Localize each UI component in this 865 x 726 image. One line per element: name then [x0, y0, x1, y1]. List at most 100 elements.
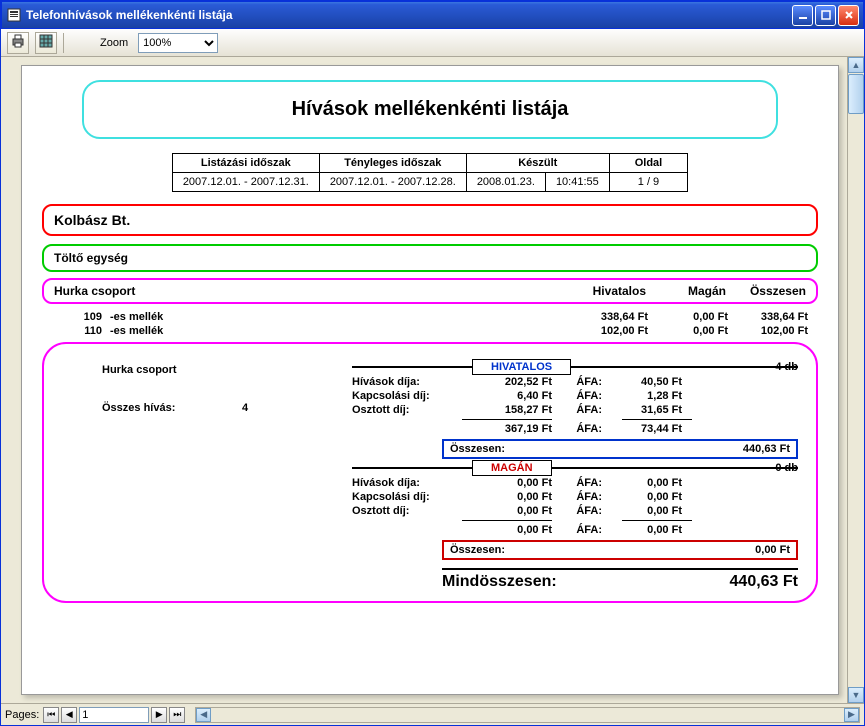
report-title-box: Hívások mellékenkénti listája [82, 80, 778, 139]
fee-value: 0,00 Ft [462, 505, 552, 517]
group-name: Hurka csoport [54, 284, 566, 298]
fee-row: Hívások díja:202,52 FtÁFA:40,50 Ft [352, 375, 798, 389]
grand-label: Mindösszesen: [442, 573, 730, 591]
fee-label: Kapcsolási díj: [352, 390, 462, 402]
fee-afa-label: ÁFA: [552, 390, 602, 402]
official-tag: HIVATALOS [472, 359, 571, 375]
content-area: Hívások mellékenkénti listája Listázási … [1, 57, 864, 703]
titlebar[interactable]: Telefonhívások mellékenkénti listája [1, 1, 864, 29]
last-page-button[interactable]: ⏭ [169, 707, 185, 723]
print-button[interactable] [7, 32, 29, 54]
prev-page-button[interactable]: ◀ [61, 707, 77, 723]
private-total-label: Összesen: [450, 544, 755, 556]
meta-header-actual-period: Tényleges időszak [319, 154, 466, 173]
next-icon: ▶ [156, 709, 163, 720]
ext-label: -es mellék [102, 311, 568, 323]
fee-label: Kapcsolási díj: [352, 491, 462, 503]
fee-afa-label: ÁFA: [552, 477, 602, 489]
fee-afa-value: 31,65 Ft [602, 404, 682, 416]
scroll-left-button[interactable]: ◀ [196, 708, 211, 722]
fee-afa-value: 0,00 Ft [602, 477, 682, 489]
col-private: Magán [646, 284, 726, 298]
meta-created-date: 2008.01.23. [466, 173, 545, 192]
extension-rows: 109 -es mellék 338,64 Ft 0,00 Ft 338,64 … [70, 310, 818, 338]
ext-private: 0,00 Ft [648, 311, 728, 323]
official-block: HIVATALOS 4 db Hívások díja:202,52 FtÁFA… [352, 366, 798, 459]
toolbar-separator [63, 33, 64, 53]
horizontal-scrollbar[interactable]: ◀ ▶ [195, 707, 860, 723]
maximize-button[interactable] [815, 5, 836, 26]
fee-row: Osztott díj:158,27 FtÁFA:31,65 Ft [352, 403, 798, 417]
fee-afa-label: ÁFA: [552, 491, 602, 503]
fee-afa-value: 0,00 Ft [602, 505, 682, 517]
minimize-button[interactable] [792, 5, 813, 26]
private-total-box: Összesen: 0,00 Ft [442, 540, 798, 560]
fee-row: Kapcsolási díj:0,00 FtÁFA:0,00 Ft [352, 490, 798, 504]
ext-private: 0,00 Ft [648, 325, 728, 337]
fee-afa-value: 1,28 Ft [602, 390, 682, 402]
page-input[interactable] [79, 707, 149, 723]
vertical-scrollbar[interactable]: ▲ ▼ [847, 57, 864, 703]
first-page-button[interactable]: ⏮ [43, 707, 59, 723]
report-page: Hívások mellékenkénti listája Listázási … [21, 65, 839, 695]
fee-afa-value: 40,50 Ft [602, 376, 682, 388]
fee-row: Hívások díja:0,00 FtÁFA:0,00 Ft [352, 476, 798, 490]
close-button[interactable] [838, 5, 859, 26]
ext-label: -es mellék [102, 325, 568, 337]
meta-table: Listázási időszak Tényleges időszak Kész… [172, 153, 688, 192]
official-subtotal-v2: 73,44 Ft [602, 423, 682, 435]
private-subtotal-afa: ÁFA: [552, 524, 602, 536]
report-title: Hívások mellékenkénti listája [100, 98, 760, 121]
app-icon [6, 7, 22, 23]
pages-label: Pages: [5, 709, 39, 721]
fee-label: Osztott díj: [352, 404, 462, 416]
col-official: Hivatalos [566, 284, 646, 298]
fee-afa-value: 0,00 Ft [602, 491, 682, 503]
fee-value: 6,40 Ft [462, 390, 552, 402]
window-title: Telefonhívások mellékenkénti listája [26, 8, 792, 22]
last-icon: ⏭ [173, 709, 181, 720]
window-controls [792, 5, 859, 26]
extension-row: 110 -es mellék 102,00 Ft 0,00 Ft 102,00 … [70, 324, 818, 338]
official-subtotal-v1: 367,19 Ft [462, 423, 552, 435]
zoom-label: Zoom [100, 37, 128, 49]
official-total-label: Összesen: [450, 443, 743, 455]
private-count: 0 db [775, 462, 798, 474]
app-window: Telefonhívások mellékenkénti listája Z [0, 0, 865, 726]
toolbar: Zoom 100% [1, 29, 864, 57]
prev-icon: ◀ [66, 709, 73, 720]
official-count: 4 db [775, 361, 798, 373]
official-total-box: Összesen: 440,63 Ft [442, 439, 798, 459]
scroll-thumb[interactable] [848, 74, 864, 114]
total-calls-value: 4 [242, 402, 248, 414]
ext-num: 109 [70, 311, 102, 323]
grand-total-row: Mindösszesen: 440,63 Ft [442, 568, 798, 591]
export-button[interactable] [35, 32, 57, 54]
fee-value: 0,00 Ft [462, 491, 552, 503]
unit-box: Töltő egység [42, 244, 818, 272]
zoom-select[interactable]: 100% [138, 33, 218, 53]
summary-right: HIVATALOS 4 db Hívások díja:202,52 FtÁFA… [352, 358, 798, 591]
statusbar: Pages: ⏮ ◀ ▶ ⏭ ◀ ▶ [1, 703, 864, 725]
meta-created-time: 10:41:55 [545, 173, 609, 192]
scroll-up-button[interactable]: ▲ [848, 57, 864, 73]
ext-official: 338,64 Ft [568, 311, 648, 323]
summary-group-name: Hurka csoport [62, 358, 342, 402]
private-subtotal-v2: 0,00 Ft [602, 524, 682, 536]
meta-page: 1 / 9 [609, 173, 687, 192]
scroll-right-button[interactable]: ▶ [844, 708, 859, 722]
private-subtotal-v1: 0,00 Ft [462, 524, 552, 536]
next-page-button[interactable]: ▶ [151, 707, 167, 723]
ext-num: 110 [70, 325, 102, 337]
fee-value: 0,00 Ft [462, 477, 552, 489]
fee-row: Osztott díj:0,00 FtÁFA:0,00 Ft [352, 504, 798, 518]
scroll-down-button[interactable]: ▼ [848, 687, 864, 703]
fee-label: Hívások díja: [352, 376, 462, 388]
meta-actual-period: 2007.12.01. - 2007.12.28. [319, 173, 466, 192]
col-total: Összesen [726, 284, 806, 298]
fee-label: Osztott díj: [352, 505, 462, 517]
fee-afa-label: ÁFA: [552, 376, 602, 388]
summary-left: Hurka csoport Összes hívás: 4 [62, 358, 342, 591]
private-tag: MAGÁN [472, 460, 552, 476]
ext-total: 338,64 Ft [728, 311, 808, 323]
